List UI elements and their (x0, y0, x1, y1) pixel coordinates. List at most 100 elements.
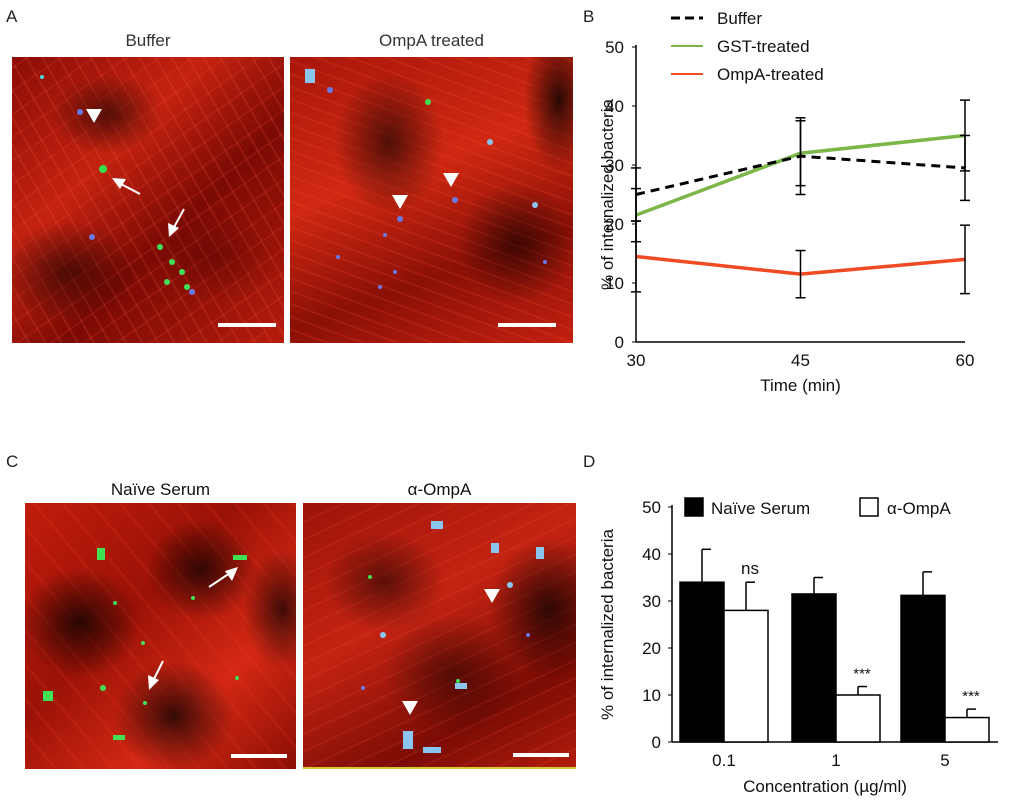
green-bacterium (164, 279, 170, 285)
blue-bacterium (393, 270, 397, 274)
green-bacterium (456, 679, 460, 683)
blue-bacterium (423, 747, 441, 753)
significance-label: *** (962, 688, 980, 705)
panel-letter-c: C (6, 452, 19, 471)
significance-label: ns (741, 559, 759, 578)
arrow-marker (148, 660, 164, 690)
bar-naive-serum (679, 581, 725, 743)
blue-bacterium (487, 139, 493, 145)
arrow-marker (208, 567, 238, 588)
arrowhead-marker (392, 195, 408, 209)
arrowhead-marker (86, 109, 102, 123)
blue-bacterium (383, 233, 387, 237)
blue-bacterium (452, 197, 458, 203)
green-bacterium (169, 259, 175, 265)
green-bacterium (425, 99, 431, 105)
line-chart-internalization-time: 0 10 20 30 40 50 30 45 60 Time (min) % of internal… (598, 9, 975, 395)
x-tick-label: 60 (956, 351, 975, 370)
blue-bacterium (397, 216, 403, 222)
y-tick-label: 40 (642, 545, 661, 564)
x-tick-label: 1 (831, 751, 840, 770)
micrograph-naive-serum (25, 503, 296, 769)
micrograph-ompa-treated (290, 57, 573, 343)
blue-bacterium (361, 686, 365, 690)
y-tick-label: 40 (605, 97, 624, 116)
micrograph-title-naive-serum: Naïve Serum (110, 480, 211, 499)
x-tick-label: 45 (791, 351, 810, 370)
legend-label-buffer: Buffer (717, 9, 762, 28)
x-tick-label: 5 (940, 751, 949, 770)
blue-bacterium (380, 632, 386, 638)
blue-bacterium (403, 731, 413, 749)
y-tick-label: 0 (652, 733, 661, 752)
bar-naive-serum (900, 594, 946, 743)
arrowhead-marker (443, 173, 459, 187)
green-bacterium (233, 555, 247, 560)
scale-bar (513, 753, 569, 757)
blue-bacterium (77, 109, 83, 115)
green-bacterium (100, 685, 106, 691)
green-bacterium (235, 676, 239, 680)
blue-bacterium (507, 582, 513, 588)
y-tick-label: 30 (642, 592, 661, 611)
blue-bacterium (89, 234, 95, 240)
blue-bacterium (378, 285, 382, 289)
green-bacterium (191, 596, 195, 600)
bar-chart-internalization-concentration: 0 10 20 30 40 50 0.1 ns 1 *** 5 *** Concentration (µ… (598, 497, 998, 796)
panel-letter-d: D (583, 452, 596, 471)
green-bacterium (141, 641, 145, 645)
green-bacterium (97, 548, 105, 560)
scale-bar (231, 754, 287, 758)
green-bacterium (113, 601, 117, 605)
micrograph-title-buffer: Buffer (125, 31, 171, 50)
green-bacterium (43, 691, 53, 701)
arrow-marker (112, 178, 141, 195)
legend-label-ompa-treated: OmpA-treated (717, 65, 824, 84)
green-bacterium (113, 735, 125, 740)
y-tick-label: 30 (605, 156, 624, 175)
bar-alpha-ompa (723, 609, 769, 743)
x-tick-label: 0.1 (712, 751, 736, 770)
y-tick-label: 20 (605, 215, 624, 234)
blue-bacterium (189, 289, 195, 295)
y-axis-label: % of internalized bacteria (598, 529, 617, 720)
legend-label-gst-treated: GST-treated (717, 37, 810, 56)
legend-label-alpha-ompa: α-OmpA (887, 499, 951, 518)
y-tick-label: 20 (642, 639, 661, 658)
x-axis-label: Time (min) (760, 376, 841, 395)
micrograph-buffer (12, 57, 284, 343)
blue-bacterium (543, 260, 547, 264)
bar-alpha-ompa (835, 694, 881, 743)
green-bacterium (157, 244, 163, 250)
scale-bar (498, 323, 556, 327)
x-axis-label: Concentration (µg/ml) (743, 777, 907, 796)
x-tick-label: 30 (627, 351, 646, 370)
green-bacterium (99, 165, 107, 173)
green-bacterium (184, 284, 190, 290)
green-bacterium (143, 701, 147, 705)
scale-bar (218, 323, 276, 327)
legend-swatch-alpha-ompa (859, 497, 879, 517)
arrowhead-marker (484, 589, 500, 603)
arrowhead-marker (402, 701, 418, 715)
blue-bacterium (336, 255, 340, 259)
blue-bacterium (327, 87, 333, 93)
green-bacterium (368, 575, 372, 579)
y-tick-label: 10 (605, 274, 624, 293)
legend-swatch-naive-serum (684, 497, 704, 517)
y-tick-label: 0 (615, 333, 624, 352)
green-bacterium (179, 269, 185, 275)
blue-bacterium (532, 202, 538, 208)
blue-bacterium (491, 543, 499, 553)
blue-bacterium (305, 69, 315, 83)
bar-naive-serum (791, 593, 837, 743)
micrograph-title-alpha-ompa: α-OmpA (407, 480, 472, 499)
legend-label-naive-serum: Naïve Serum (711, 499, 810, 518)
blue-bacterium (431, 521, 443, 529)
significance-label: *** (853, 666, 871, 683)
blue-bacterium (526, 633, 530, 637)
blue-bacterium (40, 75, 44, 79)
y-tick-label: 50 (605, 38, 624, 57)
y-tick-label: 50 (642, 498, 661, 517)
y-axis-label: % of internalized bacteria (598, 99, 617, 290)
